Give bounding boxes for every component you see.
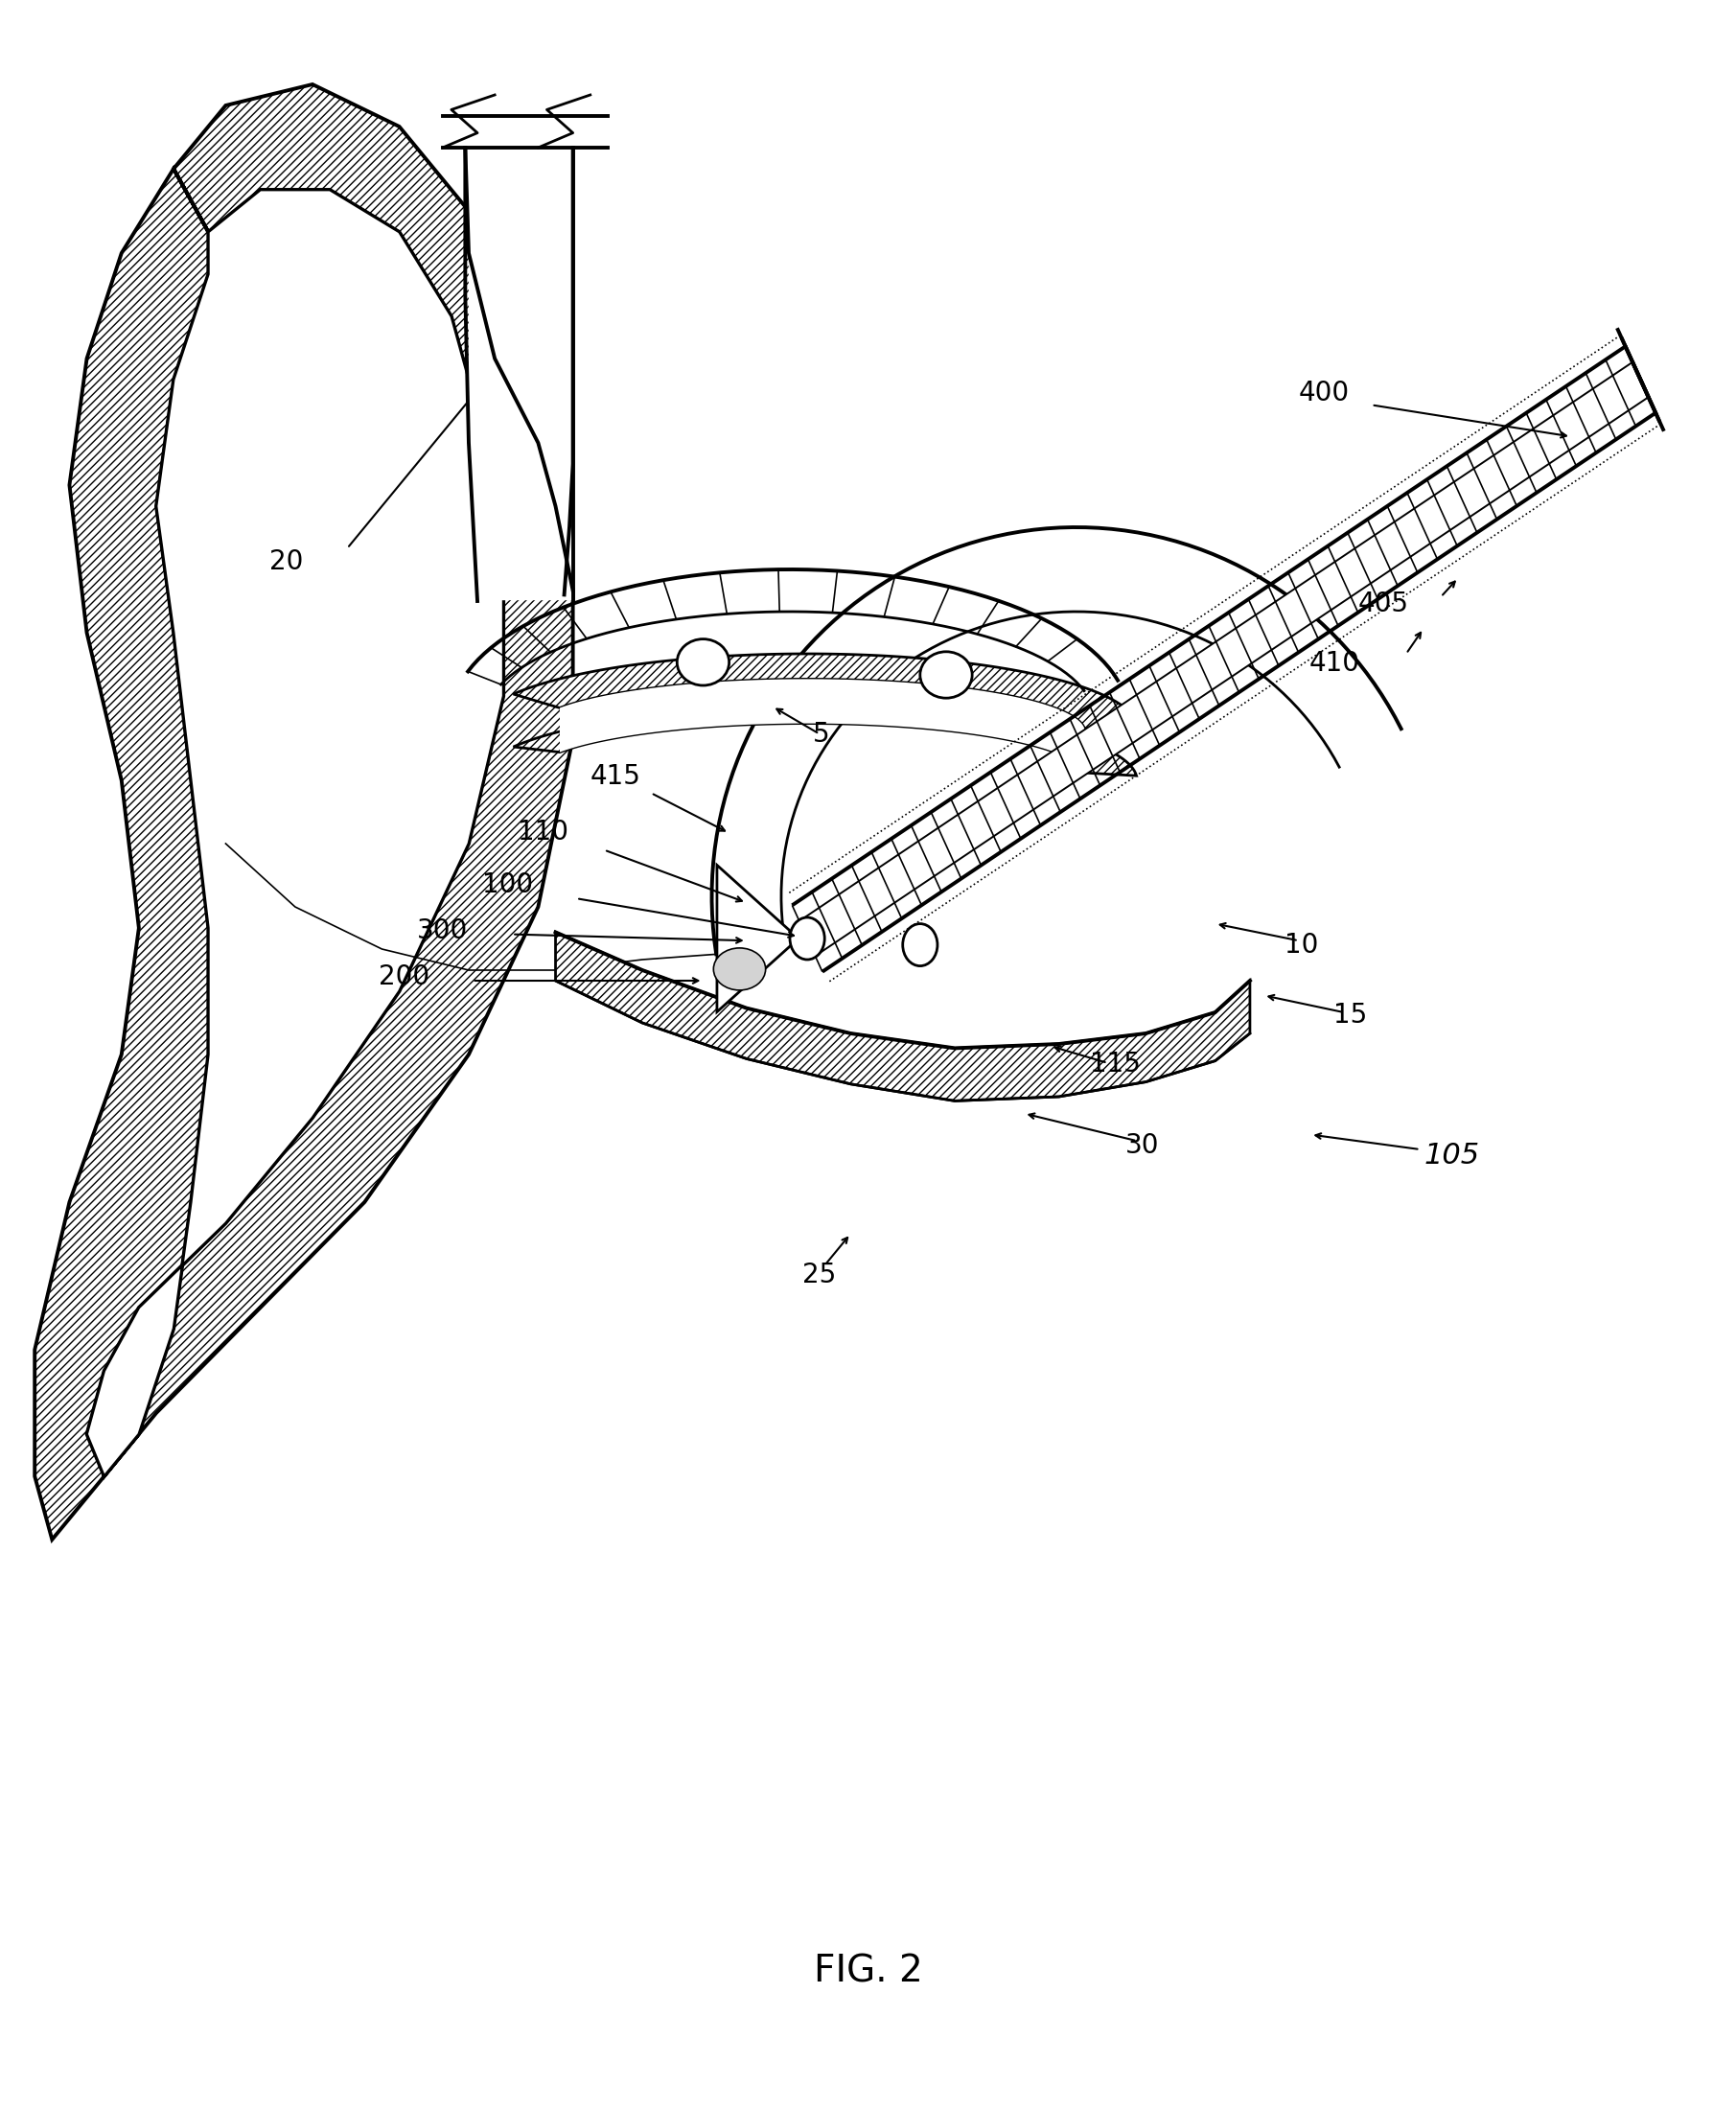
- Text: 300: 300: [417, 917, 467, 945]
- Polygon shape: [556, 932, 1250, 1101]
- Text: 30: 30: [1125, 1133, 1160, 1160]
- Ellipse shape: [920, 652, 972, 698]
- Text: 405: 405: [1358, 591, 1408, 618]
- Text: 200: 200: [378, 964, 429, 991]
- Text: 115: 115: [1090, 1050, 1141, 1078]
- Text: 15: 15: [1333, 1002, 1366, 1029]
- Ellipse shape: [713, 947, 766, 989]
- Polygon shape: [469, 148, 569, 599]
- Text: FIG. 2: FIG. 2: [814, 1953, 922, 1991]
- Polygon shape: [717, 865, 799, 1012]
- Text: 20: 20: [269, 548, 304, 576]
- Text: 415: 415: [590, 763, 641, 791]
- Text: 100: 100: [483, 871, 533, 898]
- Polygon shape: [35, 84, 573, 1540]
- Polygon shape: [514, 654, 1137, 728]
- Text: 5: 5: [812, 721, 830, 749]
- Polygon shape: [514, 707, 1137, 776]
- Text: 105: 105: [1424, 1143, 1479, 1170]
- Text: 400: 400: [1299, 380, 1349, 407]
- Circle shape: [903, 924, 937, 966]
- Text: 110: 110: [517, 818, 568, 846]
- Text: 410: 410: [1309, 650, 1359, 677]
- Polygon shape: [559, 679, 1085, 772]
- Text: 10: 10: [1285, 932, 1319, 960]
- Polygon shape: [800, 363, 1647, 955]
- Text: 25: 25: [802, 1261, 835, 1289]
- Polygon shape: [87, 190, 503, 1476]
- Circle shape: [790, 917, 825, 960]
- Ellipse shape: [677, 639, 729, 685]
